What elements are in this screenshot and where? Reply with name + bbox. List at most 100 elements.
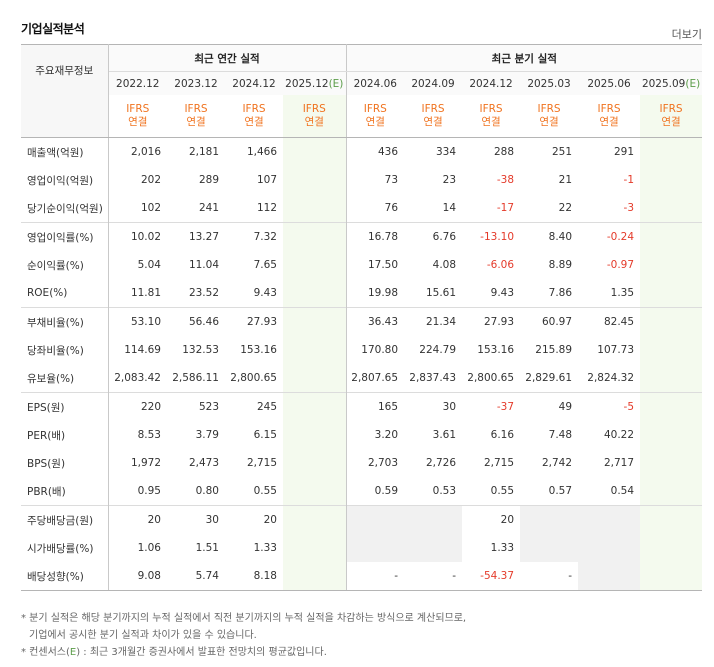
table-cell <box>283 364 347 393</box>
table-cell: 0.59 <box>374 485 399 497</box>
table-cell: 2,083.42 <box>114 372 161 384</box>
more-link[interactable]: 더보기 <box>671 28 702 41</box>
table-cell: 9.43 <box>253 287 277 299</box>
table-cell: -0.97 <box>606 259 635 271</box>
row-label: BPS(원) <box>21 449 109 477</box>
period-header: 2025.06 <box>578 71 641 95</box>
table-cell: 0.95 <box>137 485 161 497</box>
table-cell: 19.98 <box>367 287 399 299</box>
table-cell: 8.53 <box>137 429 161 441</box>
table-cell <box>283 534 347 562</box>
table-cell: 112 <box>256 202 277 214</box>
table-cell <box>283 222 347 251</box>
table-cell: 60.97 <box>520 307 579 336</box>
table-cell: -5 <box>578 392 641 421</box>
table-cell: 13.27 <box>167 222 225 251</box>
table-cell: 165 <box>346 392 405 421</box>
table-cell: 3.61 <box>432 429 457 441</box>
period-header: 2025.03 <box>520 71 579 95</box>
table-cell: 5.04 <box>137 259 161 271</box>
row-label-header: 주요재무정보 <box>21 44 109 95</box>
row-label: 주당배당금(원) <box>21 505 109 534</box>
table-cell: 9.08 <box>108 562 167 591</box>
table-cell <box>283 562 347 591</box>
row-label: 순이익률(%) <box>21 251 109 279</box>
table-cell: 8.89 <box>548 259 573 271</box>
table-cell: 2,715 <box>246 457 277 469</box>
table-cell: 20 <box>225 505 283 534</box>
table-cell: 220 <box>108 392 167 421</box>
ifrs-label: IFRS 연결 <box>520 95 579 138</box>
table-cell: 1.51 <box>195 542 219 554</box>
table-row: PER(배) 8.53 3.79 6.15 3.20 3.61 6.16 7.48 40.22 <box>21 421 703 449</box>
table-cell: 27.93 <box>225 307 283 336</box>
table-cell: 0.57 <box>548 485 573 497</box>
row-label: 매출액(억원) <box>21 137 109 166</box>
table-cell: -3 <box>623 202 635 214</box>
table-cell: 1.33 <box>490 542 515 554</box>
table-cell: 2,800.65 <box>230 372 277 384</box>
ifrs-label: IFRS 연결 <box>462 95 521 138</box>
row-label: PBR(배) <box>21 477 109 506</box>
table-cell: 2,181 <box>188 146 219 158</box>
footnote-3: * 컨센서스(E) : 최근 3개월간 증권사에서 발표한 전망치의 평균값입니… <box>21 647 327 658</box>
table-cell <box>640 477 703 506</box>
ifrs-label: IFRS 연결 <box>167 95 225 138</box>
period-header: 2024.12 <box>225 71 283 95</box>
table-cell <box>346 505 405 534</box>
table-cell: 102 <box>140 202 161 214</box>
period-header: 2024.09 <box>404 71 463 95</box>
table-cell: 4.08 <box>432 259 457 271</box>
table-cell <box>640 166 703 194</box>
ifrs-label: IFRS 연결 <box>578 95 641 138</box>
table-cell: 0.80 <box>195 485 219 497</box>
ifrs-label: IFRS 연결 <box>283 95 347 138</box>
table-cell: 114.69 <box>124 344 161 356</box>
period-header: 2024.12 <box>462 71 521 95</box>
table-cell <box>283 336 347 364</box>
table-row: 당기순이익(억원) 102 241 112 76 14 -17 22 -3 <box>21 194 703 223</box>
table-cell <box>283 449 347 477</box>
table-cell: -37 <box>462 392 521 421</box>
table-cell: 2,829.61 <box>525 372 573 384</box>
footnote-2: 기업에서 공시한 분기 실적과 차이가 있을 수 있습니다. <box>29 630 257 641</box>
table-cell <box>283 505 347 534</box>
table-cell <box>283 477 347 506</box>
table-cell: 2,016 <box>130 146 161 158</box>
table-cell: - <box>520 562 579 591</box>
table-cell: -17 <box>496 202 515 214</box>
table-cell <box>640 364 703 393</box>
table-cell: 1,972 <box>130 457 161 469</box>
table-cell: 6.76 <box>404 222 463 251</box>
table-cell: - <box>404 562 463 591</box>
table-cell: 224.79 <box>419 344 457 356</box>
table-cell: 7.32 <box>225 222 283 251</box>
table-cell <box>640 307 703 336</box>
table-cell: 0.54 <box>610 485 635 497</box>
section-title: 기업실적분석 <box>21 22 85 36</box>
table-cell: 251 <box>551 146 573 158</box>
footnote-1: * 분기 실적은 해당 분기까지의 누적 실적에서 직전 분기까지의 누적 실적… <box>21 613 467 624</box>
quarter-group-header: 최근 분기 실적 <box>346 44 703 72</box>
table-cell: 215.89 <box>535 344 573 356</box>
table-cell <box>283 392 347 421</box>
table-cell: 202 <box>140 174 161 186</box>
ifrs-label: IFRS 연결 <box>640 95 703 138</box>
table-cell: 2,473 <box>188 457 219 469</box>
table-cell: 291 <box>613 146 635 158</box>
table-cell: 1.33 <box>253 542 277 554</box>
annual-group-header: 최근 연간 실적 <box>108 44 347 72</box>
table-cell: 7.48 <box>548 429 573 441</box>
table-row: 부채비율(%) 53.10 56.46 27.93 36.43 21.34 27.93 60.… <box>21 307 703 336</box>
table-cell <box>283 421 347 449</box>
table-row: 영업이익(억원) 202 289 107 73 23 -38 21 -1 <box>21 166 703 194</box>
table-cell: 82.45 <box>578 307 641 336</box>
table-cell: 2,742 <box>541 457 573 469</box>
table-cell: 436 <box>377 146 399 158</box>
ifrs-label: IFRS 연결 <box>404 95 463 138</box>
table-cell: 2,726 <box>425 457 457 469</box>
table-cell: 245 <box>225 392 283 421</box>
table-cell: 6.16 <box>490 429 515 441</box>
table-cell: 23.52 <box>188 287 219 299</box>
table-cell: 0.55 <box>490 485 515 497</box>
